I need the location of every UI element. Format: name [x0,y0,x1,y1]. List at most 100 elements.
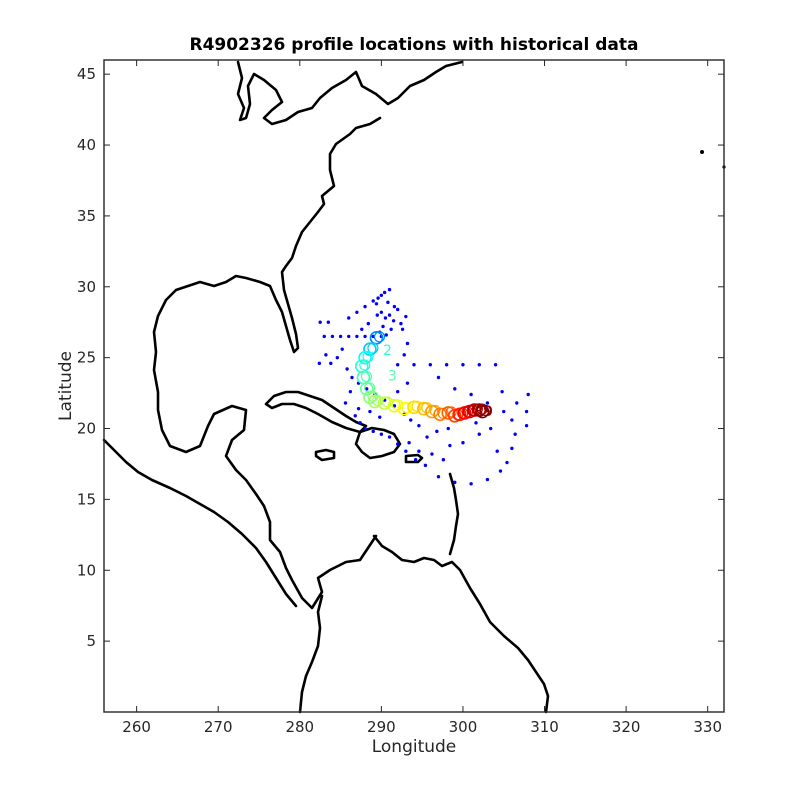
historical-point [386,300,390,305]
profile-circle [407,400,421,415]
y-tick-label: 45 [77,65,96,83]
x-tick-label: 330 [693,718,722,736]
historical-point [355,334,359,339]
historical-point [461,363,465,367]
historical-point [404,314,408,319]
y-tick-label: 35 [77,207,96,225]
historical-point [485,477,490,482]
x-tick-label: 300 [449,718,478,736]
profile-circle [437,407,449,419]
historical-point [505,460,509,465]
historical-point [399,321,403,326]
coastlines [102,60,726,714]
historical-point [340,347,344,351]
coastline-cuba [264,390,368,434]
historical-point [436,375,441,380]
historical-point [515,401,519,405]
historical-point [502,409,506,414]
coastline-island [700,150,704,154]
historical-point [364,387,369,391]
historical-point [347,316,351,320]
historical-point [428,363,433,367]
profile-circle [475,404,490,419]
profile-circle [397,401,412,416]
historical-point [384,333,388,337]
historical-point [500,389,504,394]
historical-point [317,361,322,366]
historical-point [379,293,384,297]
historical-point [329,361,333,366]
coastline-jamaica [314,448,336,462]
historical-point [524,409,529,414]
historical-point [409,418,413,422]
plot-area: 2 3 8 9 [102,60,726,714]
historical-point [453,480,457,485]
historical-point [412,363,416,367]
historical-point [355,310,359,314]
historical-point [395,389,400,394]
historical-point [441,458,446,462]
historical-point [430,452,434,456]
historical-point [358,421,362,425]
historical-point [461,440,465,445]
historical-point [510,446,514,451]
historical-point [382,290,387,295]
historical-point [526,392,530,397]
profile-circle [358,350,372,365]
historical-point [413,458,418,462]
profile-circle [359,359,371,371]
profile-circle [367,342,379,354]
historical-point [363,334,367,339]
y-axis-ticks: 5 10 15 20 25 30 35 40 45 [77,65,724,650]
profile-track: 2 3 8 9 [354,331,493,423]
y-tick-label: 5 [86,632,96,650]
y-axis-label: Latitude [56,351,76,421]
historical-point [469,482,473,486]
profile-circle [363,390,377,405]
historical-point [345,367,349,371]
historical-point [376,296,380,300]
historical-point [368,409,372,414]
historical-point [318,320,322,324]
historical-point [371,429,375,434]
y-tick-label: 25 [77,349,96,367]
plot-background [104,60,724,712]
historical-point [498,469,503,473]
profile-circle [445,406,457,418]
y-tick-label: 10 [77,561,96,579]
historical-point [356,406,361,411]
historical-point [524,423,529,428]
historical-point [436,475,441,479]
historical-point [378,415,382,419]
profile-number-label: 3 [388,368,397,384]
plot-frame [103,59,725,713]
historical-point [423,463,428,468]
historical-point [391,319,396,323]
historical-point [469,392,473,397]
historical-point [371,299,375,303]
historical-point [513,432,517,436]
profile-number-label: 2 [383,343,392,359]
historical-point [474,421,478,425]
historical-point [324,353,328,357]
historical-point [425,435,429,439]
historical-point [488,426,493,431]
coastline-south-america [298,534,550,714]
historical-point [405,341,410,346]
historical-point [363,304,367,309]
historical-point [387,313,392,317]
profile-circle [387,399,402,413]
historical-point [402,353,406,357]
chart-title: R4902326 profile locations with historic… [189,35,638,55]
y-tick-label: 20 [77,420,96,438]
historical-point [353,414,357,418]
x-tick-label: 280 [285,718,314,736]
historical-point [363,426,367,431]
historical-point [477,363,481,367]
profile-circle [377,396,392,410]
x-axis-label: Longitude [372,737,457,757]
profile-circle [368,394,382,409]
historical-point [389,327,393,332]
coastline-hispaniola [354,426,402,460]
historical-point [347,334,351,339]
